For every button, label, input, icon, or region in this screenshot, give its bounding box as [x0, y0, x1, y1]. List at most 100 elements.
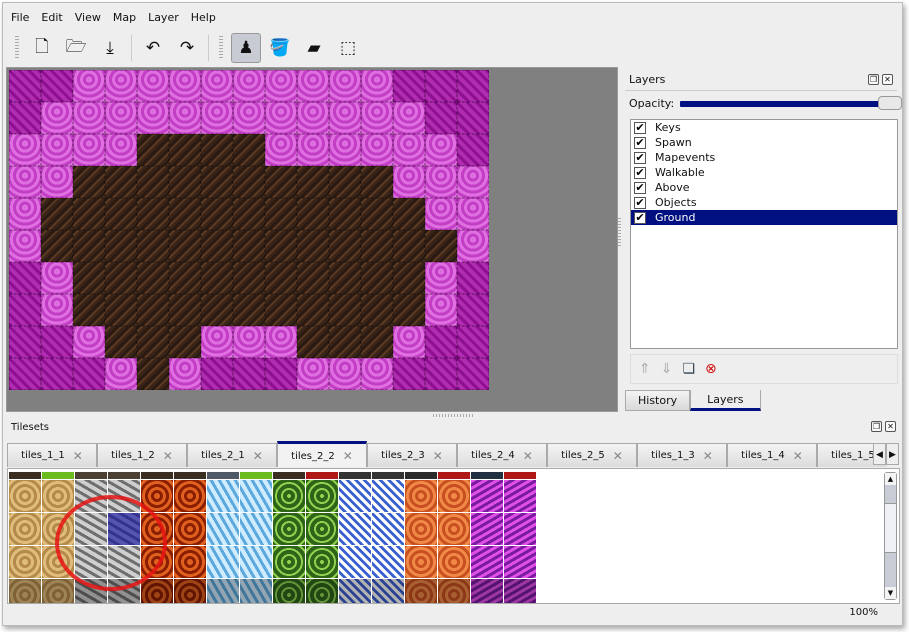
map-tile-pink[interactable] [169, 358, 201, 390]
map-tile-pink[interactable] [297, 70, 329, 102]
tileset-tile[interactable] [306, 480, 338, 512]
tileset-tile[interactable] [405, 579, 437, 603]
map-tile-pink[interactable] [105, 102, 137, 134]
map-tile-dark-magenta[interactable] [265, 358, 297, 390]
close-tab-icon[interactable]: ✕ [342, 449, 353, 463]
tab-tiles_2_1[interactable]: tiles_2_1 ✕ [187, 443, 277, 467]
map-tile-pink[interactable] [233, 102, 265, 134]
scroll-right-icon[interactable]: ▶ [886, 443, 899, 465]
close-tab-icon[interactable]: ✕ [252, 448, 263, 463]
tab-tiles_2_2[interactable]: tiles_2_2 ✕ [277, 441, 367, 467]
tileset-tile[interactable] [207, 480, 239, 512]
move-layer-down-icon[interactable]: ⇓ [660, 361, 673, 377]
map-tile-brown-ground[interactable] [137, 358, 169, 390]
map-tile-pink[interactable] [393, 134, 425, 166]
tileset-tile[interactable] [372, 579, 404, 603]
bucket-fill-button[interactable]: 🪣 [265, 33, 295, 63]
map-tile-pink[interactable] [137, 70, 169, 102]
scroll-thumb[interactable] [885, 503, 896, 553]
map-tile-pink[interactable] [265, 326, 297, 358]
map-tile-pink[interactable] [41, 294, 73, 326]
map-tile-brown-ground[interactable] [137, 198, 169, 230]
map-tile-pink[interactable] [73, 134, 105, 166]
toolbar-grip[interactable] [15, 36, 19, 60]
map-tile-pink[interactable] [105, 70, 137, 102]
delete-layer-icon[interactable]: ⊗ [705, 361, 717, 377]
menu-edit[interactable]: Edit [41, 11, 63, 24]
map-tile-pink[interactable] [41, 102, 73, 134]
map-tile-pink[interactable] [425, 134, 457, 166]
map-tile-brown-ground[interactable] [137, 294, 169, 326]
map-tile-dark-magenta[interactable] [457, 102, 489, 134]
map-view[interactable] [6, 67, 618, 412]
float-icon[interactable]: ❐ [868, 74, 879, 85]
map-tile-brown-ground[interactable] [169, 166, 201, 198]
map-tile-pink[interactable] [233, 326, 265, 358]
map-tile-brown-ground[interactable] [361, 198, 393, 230]
map-tile-pink[interactable] [425, 166, 457, 198]
map-tile-pink[interactable] [41, 134, 73, 166]
tileset-strip-tile[interactable] [42, 472, 74, 479]
map-tile-pink[interactable] [137, 102, 169, 134]
map-tile-brown-ground[interactable] [105, 294, 137, 326]
map-tile-brown-ground[interactable] [361, 294, 393, 326]
tileset-tile[interactable] [9, 513, 41, 545]
tileset-tile[interactable] [207, 546, 239, 578]
tileset-tile[interactable] [339, 480, 371, 512]
tileset-tile[interactable] [174, 579, 206, 603]
map-tile-dark-magenta[interactable] [425, 70, 457, 102]
tileset-strip-tile[interactable] [9, 472, 41, 479]
tileset-tile[interactable] [339, 546, 371, 578]
map-tile-dark-magenta[interactable] [41, 326, 73, 358]
map-tile-pink[interactable] [73, 102, 105, 134]
tileset-tile[interactable] [504, 579, 536, 603]
map-tile-pink[interactable] [297, 134, 329, 166]
layer-visibility-checkbox[interactable]: ✔ [634, 150, 646, 164]
map-tile-pink[interactable] [201, 102, 233, 134]
tileset-strip-tile[interactable] [438, 472, 470, 479]
map-tile-brown-ground[interactable] [201, 198, 233, 230]
tileset-strip-tile[interactable] [141, 472, 173, 479]
map-tile-brown-ground[interactable] [233, 294, 265, 326]
tileset-tile[interactable] [273, 513, 305, 545]
tileset-tile[interactable] [306, 513, 338, 545]
close-tab-icon[interactable]: ✕ [792, 448, 803, 463]
map-tile-brown-ground[interactable] [265, 198, 297, 230]
map-tile-brown-ground[interactable] [201, 262, 233, 294]
map-tile-brown-ground[interactable] [169, 294, 201, 326]
tileset-strip-tile[interactable] [405, 472, 437, 479]
map-tile-pink[interactable] [457, 166, 489, 198]
map-tile-brown-ground[interactable] [425, 230, 457, 262]
layer-item[interactable]: ✔ Mapevents [631, 150, 897, 165]
tab-tiles_1_3[interactable]: tiles_1_3 ✕ [637, 443, 727, 467]
tileset-strip-tile[interactable] [108, 472, 140, 479]
map-tile-dark-magenta[interactable] [73, 358, 105, 390]
open-button[interactable]: 🗁 [61, 33, 91, 63]
scroll-up-icon[interactable]: ▲ [885, 473, 896, 485]
map-tile-brown-ground[interactable] [361, 326, 393, 358]
map-tile-brown-ground[interactable] [297, 294, 329, 326]
tileset-tile[interactable] [372, 513, 404, 545]
map-tile-brown-ground[interactable] [297, 262, 329, 294]
layer-item[interactable]: ✔ Keys [631, 120, 897, 135]
layer-item[interactable]: ✔ Ground [631, 210, 897, 225]
map-tile-pink[interactable] [329, 134, 361, 166]
map-tile-brown-ground[interactable] [393, 230, 425, 262]
map-tile-brown-ground[interactable] [201, 166, 233, 198]
tileset-tile[interactable] [405, 513, 437, 545]
tab-layers[interactable]: Layers [690, 390, 761, 411]
close-tab-icon[interactable]: ✕ [162, 448, 173, 463]
tileset-tile[interactable] [207, 579, 239, 603]
tileset-strip-tile[interactable] [504, 472, 536, 479]
tileset-strip-tile[interactable] [174, 472, 206, 479]
redo-button[interactable]: ↷ [172, 33, 202, 63]
move-layer-up-icon[interactable]: ⇑ [639, 361, 651, 377]
map-tile-dark-magenta[interactable] [457, 358, 489, 390]
map-tile-dark-magenta[interactable] [457, 294, 489, 326]
map-tile-pink[interactable] [265, 102, 297, 134]
map-tile-brown-ground[interactable] [137, 230, 169, 262]
map-tile-pink[interactable] [265, 134, 297, 166]
map-tile-pink[interactable] [361, 358, 393, 390]
tileset-tile[interactable] [471, 513, 503, 545]
tileset-tile[interactable] [42, 480, 74, 512]
